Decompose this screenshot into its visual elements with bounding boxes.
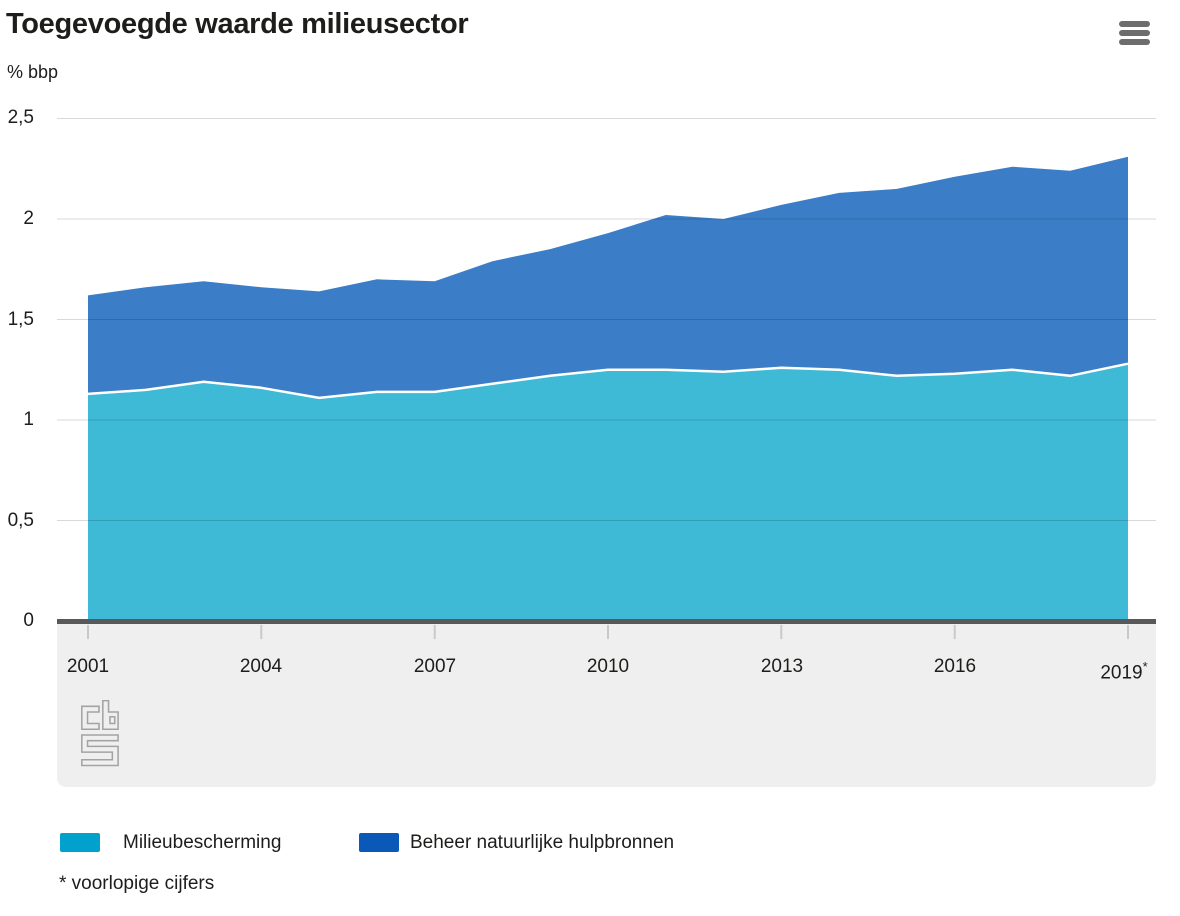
- y-tick-label: 1: [23, 409, 34, 430]
- cbs-logo: [81, 700, 119, 767]
- legend-label-beheer-natuurlijke-hulpbronnen: Beheer natuurlijke hulpbronnen: [410, 832, 675, 853]
- series-boundary-line: [87, 362, 1129, 400]
- stacked-area-chart: [57, 118, 1156, 787]
- hamburger-bar: [1119, 39, 1150, 45]
- x-tick-label-provisional: 2019*: [1069, 655, 1179, 683]
- x-tick-label: 2013: [760, 656, 804, 677]
- y-tick-label: 1,5: [7, 309, 34, 330]
- x-tick-label: 2016: [933, 656, 977, 677]
- cbs-logo-b-counter: [109, 716, 116, 725]
- x-axis-band: [57, 624, 1156, 787]
- y-tick-label: 2: [23, 208, 34, 229]
- x-tick-label: 2004: [239, 656, 283, 677]
- legend-swatch-milieubescherming: [60, 833, 100, 852]
- provisional-marker: *: [1142, 659, 1148, 674]
- footnote-provisional-figures: * voorlopige cijfers: [59, 873, 215, 894]
- legend-swatch-beheer-natuurlijke-hulpbronnen: [359, 833, 399, 852]
- gridlines: [57, 118, 1156, 521]
- x-axis-line: [57, 619, 1156, 624]
- x-tick-label: 2001: [66, 656, 110, 677]
- x-tick-label: 2019: [1100, 662, 1143, 684]
- hamburger-menu-icon[interactable]: [1119, 21, 1151, 48]
- hamburger-bar: [1119, 30, 1150, 36]
- area-series-milieubescherming[interactable]: [88, 363, 1128, 621]
- x-tick-label: 2007: [413, 656, 457, 677]
- y-axis-unit-label: % bbp: [7, 62, 59, 82]
- cbs-logo-s: [81, 734, 119, 767]
- x-axis-ticks: [87, 625, 1129, 639]
- page-title: Toegevoegde waarde milieusector: [6, 8, 469, 40]
- y-tick-label: 2,5: [7, 107, 34, 128]
- cbs-logo-b: [102, 700, 119, 730]
- cbs-logo-c: [81, 705, 100, 730]
- y-tick-label: 0,5: [7, 510, 34, 531]
- hamburger-bar: [1119, 21, 1150, 27]
- legend-label-milieubescherming: Milieubescherming: [123, 832, 282, 853]
- x-tick-label: 2010: [586, 656, 630, 677]
- y-tick-label: 0: [23, 610, 34, 631]
